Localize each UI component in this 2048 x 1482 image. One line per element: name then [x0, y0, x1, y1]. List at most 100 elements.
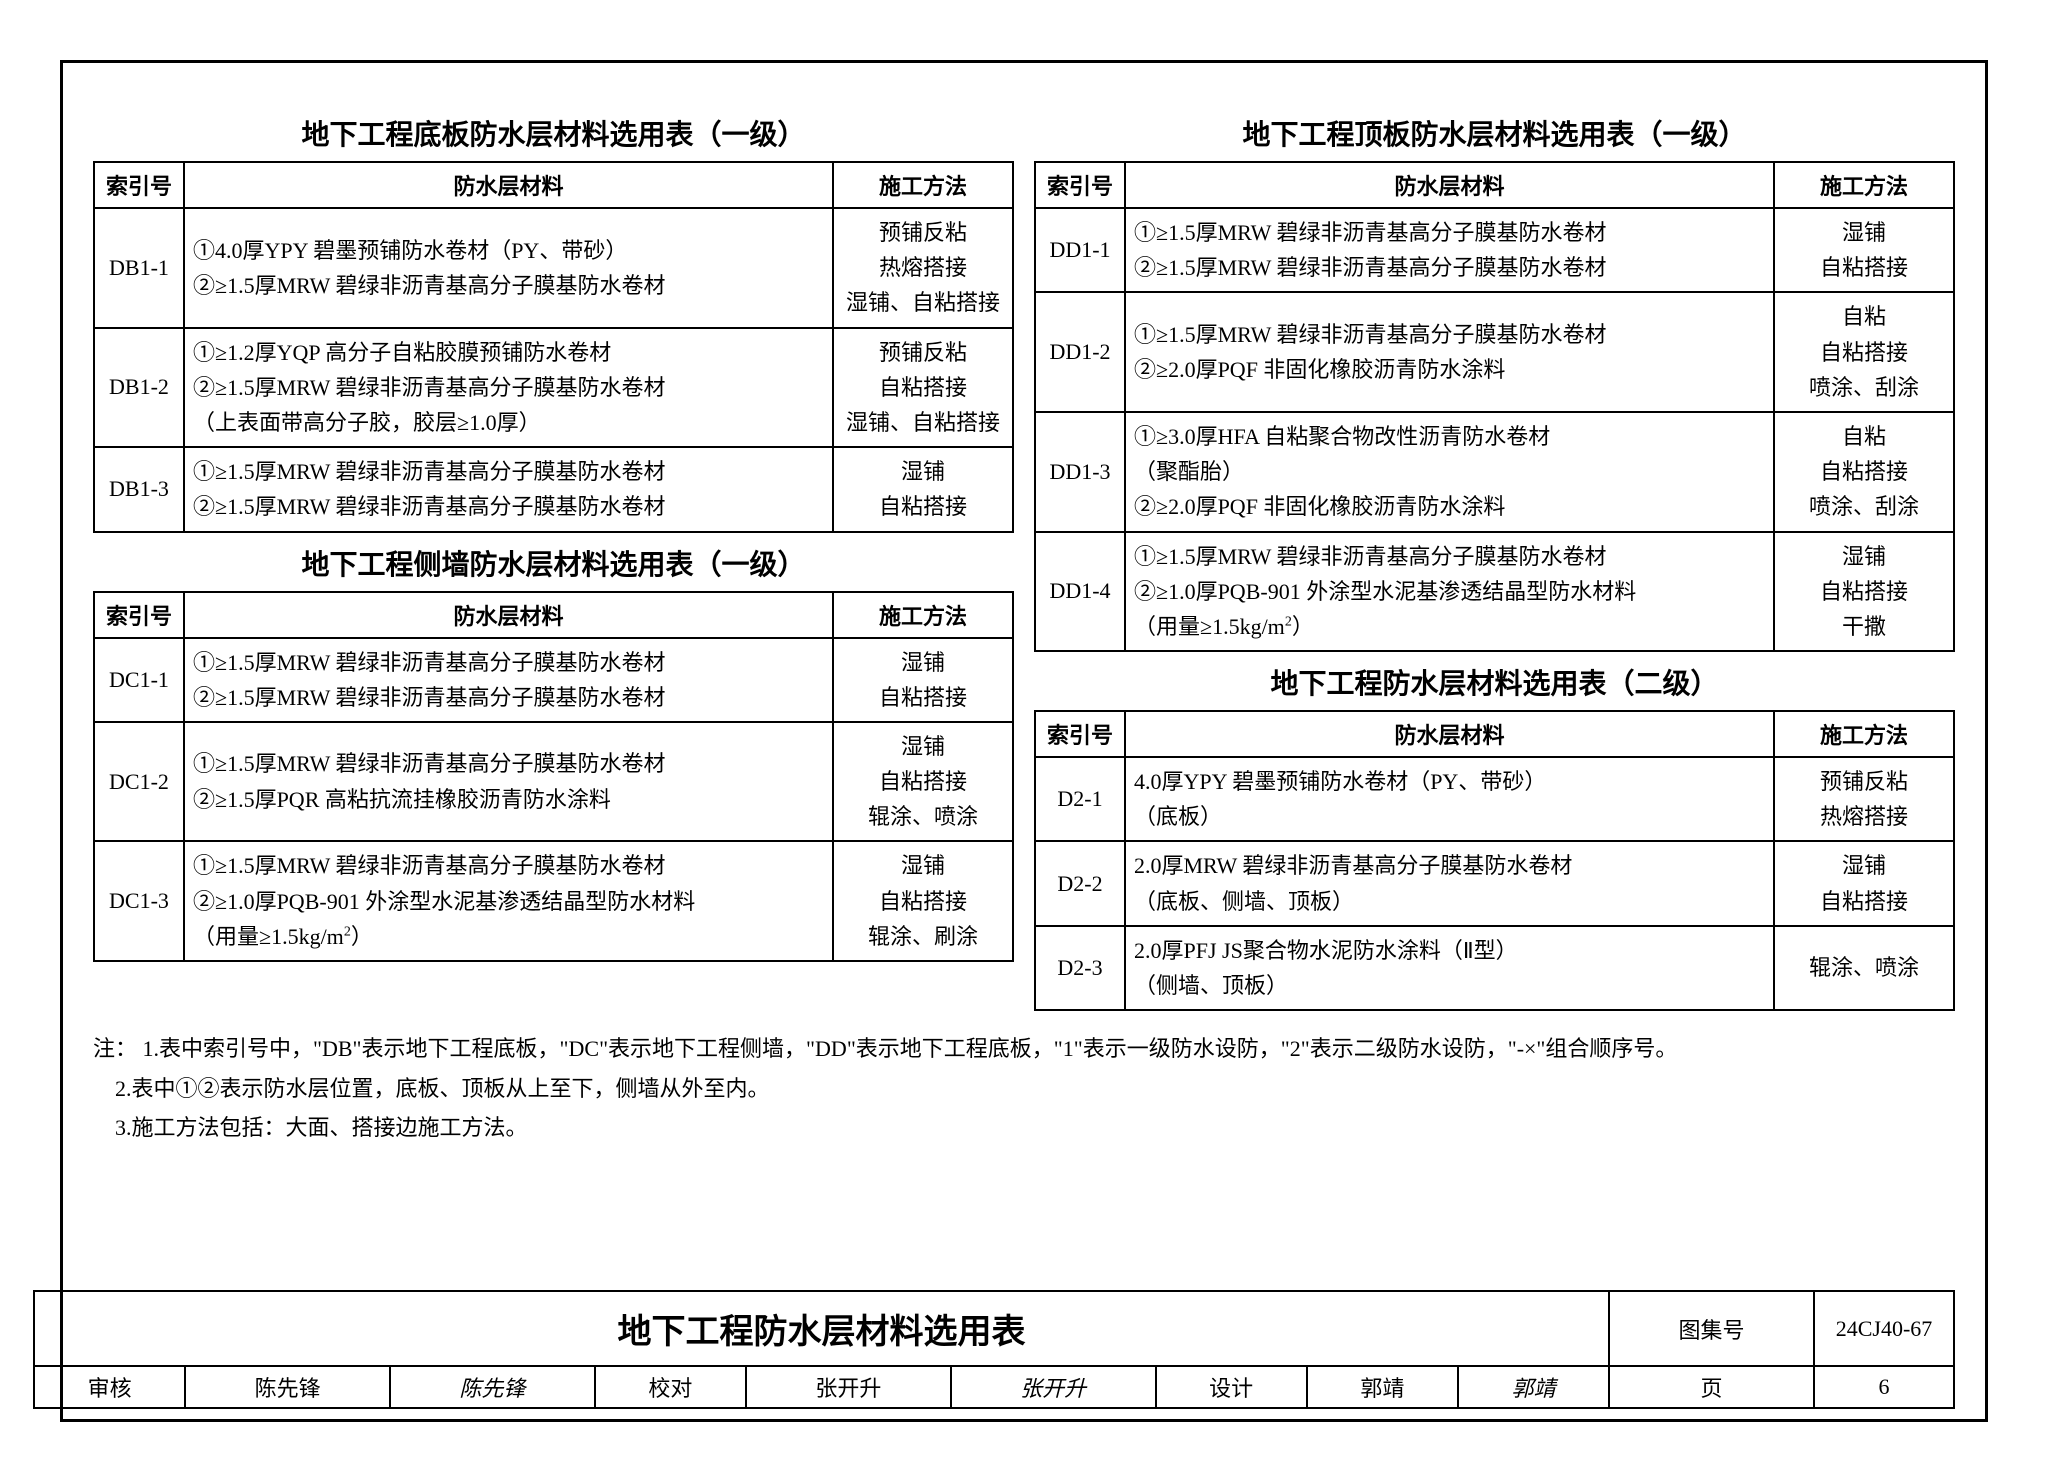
- cell-material: ①≥1.5厚MRW 碧绿非沥青基高分子膜基防水卷材②≥1.0厚PQB-901 外…: [1125, 532, 1774, 652]
- cell-method: 辊涂、喷涂: [1774, 926, 1954, 1010]
- table-header-row: 索引号 防水层材料 施工方法: [1035, 162, 1954, 208]
- cell-idx: DC1-2: [94, 722, 184, 842]
- cell-method: 预铺反粘热熔搭接: [1774, 757, 1954, 841]
- cell-idx: DC1-1: [94, 638, 184, 722]
- table-row: DC1-2 ①≥1.5厚MRW 碧绿非沥青基高分子膜基防水卷材②≥1.5厚PQR…: [94, 722, 1013, 842]
- cell-method: 湿铺自粘搭接: [833, 638, 1013, 722]
- header-method: 施工方法: [1774, 711, 1954, 757]
- cell-method: 湿铺自粘搭接: [1774, 841, 1954, 925]
- proof-name: 张开升: [746, 1366, 951, 1408]
- notes-item: 1.表中索引号中，"DB"表示地下工程底板，"DC"表示地下工程侧墙，"DD"表…: [143, 1036, 1678, 1061]
- header-idx: 索引号: [1035, 162, 1125, 208]
- table-row: DD1-4 ①≥1.5厚MRW 碧绿非沥青基高分子膜基防水卷材②≥1.0厚PQB…: [1035, 532, 1954, 652]
- cell-idx: D2-2: [1035, 841, 1125, 925]
- cell-method: 预铺反粘自粘搭接湿铺、自粘搭接: [833, 328, 1013, 448]
- code-value: 24CJ40-67: [1814, 1291, 1954, 1366]
- cell-method: 自粘自粘搭接喷涂、刮涂: [1774, 412, 1954, 532]
- proof-signature: 张开升: [951, 1366, 1156, 1408]
- drawing-title: 地下工程防水层材料选用表: [34, 1291, 1609, 1366]
- review-label: 审核: [34, 1366, 185, 1408]
- table-db-title: 地下工程底板防水层材料选用表（一级）: [93, 113, 1014, 153]
- cell-idx: DD1-2: [1035, 292, 1125, 412]
- review-name: 陈先锋: [185, 1366, 390, 1408]
- cell-idx: D2-1: [1035, 757, 1125, 841]
- cell-material: ①≥1.2厚YQP 高分子自粘胶膜预铺防水卷材②≥1.5厚MRW 碧绿非沥青基高…: [184, 328, 833, 448]
- table-dd-title: 地下工程顶板防水层材料选用表（一级）: [1034, 113, 1955, 153]
- cell-method: 湿铺自粘搭接干撒: [1774, 532, 1954, 652]
- header-method: 施工方法: [833, 592, 1013, 638]
- table-d2: 索引号 防水层材料 施工方法 D2-1 4.0厚YPY 碧墨预铺防水卷材（PY、…: [1034, 710, 1955, 1011]
- header-method: 施工方法: [1774, 162, 1954, 208]
- table-row: DD1-3 ①≥3.0厚HFA 自粘聚合物改性沥青防水卷材（聚酯胎）②≥2.0厚…: [1035, 412, 1954, 532]
- cell-idx: DB1-2: [94, 328, 184, 448]
- cell-method: 预铺反粘热熔搭接湿铺、自粘搭接: [833, 208, 1013, 328]
- cell-material: ①≥1.5厚MRW 碧绿非沥青基高分子膜基防水卷材②≥1.5厚MRW 碧绿非沥青…: [184, 447, 833, 531]
- cell-method: 湿铺自粘搭接: [833, 447, 1013, 531]
- review-signature: 陈先锋: [390, 1366, 595, 1408]
- left-column: 地下工程底板防水层材料选用表（一级） 索引号 防水层材料 施工方法 DB1-1 …: [93, 103, 1014, 1011]
- table-row: DC1-1 ①≥1.5厚MRW 碧绿非沥青基高分子膜基防水卷材②≥1.5厚MRW…: [94, 638, 1013, 722]
- table-row: DD1-1 ①≥1.5厚MRW 碧绿非沥青基高分子膜基防水卷材②≥1.5厚MRW…: [1035, 208, 1954, 292]
- cell-idx: DB1-3: [94, 447, 184, 531]
- cell-material: 4.0厚YPY 碧墨预铺防水卷材（PY、带砂）（底板）: [1125, 757, 1774, 841]
- header-material: 防水层材料: [184, 592, 833, 638]
- cell-idx: DB1-1: [94, 208, 184, 328]
- page-label: 页: [1609, 1366, 1814, 1408]
- proof-label: 校对: [595, 1366, 746, 1408]
- header-idx: 索引号: [94, 592, 184, 638]
- table-row: D2-2 2.0厚MRW 碧绿非沥青基高分子膜基防水卷材（底板、侧墙、顶板） 湿…: [1035, 841, 1954, 925]
- table-dc: 索引号 防水层材料 施工方法 DC1-1 ①≥1.5厚MRW 碧绿非沥青基高分子…: [93, 591, 1014, 963]
- cell-material: ①≥1.5厚MRW 碧绿非沥青基高分子膜基防水卷材②≥1.5厚PQR 高粘抗流挂…: [184, 722, 833, 842]
- table-row: DB1-3 ①≥1.5厚MRW 碧绿非沥青基高分子膜基防水卷材②≥1.5厚MRW…: [94, 447, 1013, 531]
- header-material: 防水层材料: [1125, 711, 1774, 757]
- design-signature: 郭靖: [1458, 1366, 1609, 1408]
- table-header-row: 索引号 防水层材料 施工方法: [94, 592, 1013, 638]
- table-header-row: 索引号 防水层材料 施工方法: [94, 162, 1013, 208]
- notes-item: 3.施工方法包括：大面、搭接边施工方法。: [115, 1115, 528, 1140]
- cell-material: 2.0厚PFJ JS聚合物水泥防水涂料（Ⅱ型）（侧墙、顶板）: [1125, 926, 1774, 1010]
- cell-material: ①≥1.5厚MRW 碧绿非沥青基高分子膜基防水卷材②≥1.0厚PQB-901 外…: [184, 841, 833, 961]
- cell-material: ①≥1.5厚MRW 碧绿非沥青基高分子膜基防水卷材②≥2.0厚PQF 非固化橡胶…: [1125, 292, 1774, 412]
- cell-idx: DC1-3: [94, 841, 184, 961]
- title-block: 地下工程防水层材料选用表 图集号 24CJ40-67 审核 陈先锋 陈先锋 校对…: [33, 1290, 1955, 1409]
- table-dd: 索引号 防水层材料 施工方法 DD1-1 ①≥1.5厚MRW 碧绿非沥青基高分子…: [1034, 161, 1955, 652]
- page-value: 6: [1814, 1366, 1954, 1408]
- header-material: 防水层材料: [1125, 162, 1774, 208]
- cell-material: ①≥1.5厚MRW 碧绿非沥青基高分子膜基防水卷材②≥1.5厚MRW 碧绿非沥青…: [1125, 208, 1774, 292]
- table-row: DC1-3 ①≥1.5厚MRW 碧绿非沥青基高分子膜基防水卷材②≥1.0厚PQB…: [94, 841, 1013, 961]
- table-row: DB1-1 ①4.0厚YPY 碧墨预铺防水卷材（PY、带砂）②≥1.5厚MRW …: [94, 208, 1013, 328]
- table-row: DD1-2 ①≥1.5厚MRW 碧绿非沥青基高分子膜基防水卷材②≥2.0厚PQF…: [1035, 292, 1954, 412]
- two-column-layout: 地下工程底板防水层材料选用表（一级） 索引号 防水层材料 施工方法 DB1-1 …: [93, 103, 1955, 1011]
- cell-method: 湿铺自粘搭接辊涂、刷涂: [833, 841, 1013, 961]
- cell-material: ①4.0厚YPY 碧墨预铺防水卷材（PY、带砂）②≥1.5厚MRW 碧绿非沥青基…: [184, 208, 833, 328]
- page-frame: 地下工程底板防水层材料选用表（一级） 索引号 防水层材料 施工方法 DB1-1 …: [60, 60, 1988, 1422]
- design-name: 郭靖: [1307, 1366, 1458, 1408]
- notes-prefix: 注：: [93, 1036, 137, 1061]
- header-method: 施工方法: [833, 162, 1013, 208]
- cell-idx: DD1-4: [1035, 532, 1125, 652]
- header-material: 防水层材料: [184, 162, 833, 208]
- notes-section: 注： 1.表中索引号中，"DB"表示地下工程底板，"DC"表示地下工程侧墙，"D…: [93, 1029, 1955, 1148]
- table-d2-title: 地下工程防水层材料选用表（二级）: [1034, 662, 1955, 702]
- cell-idx: DD1-3: [1035, 412, 1125, 532]
- header-idx: 索引号: [94, 162, 184, 208]
- cell-idx: DD1-1: [1035, 208, 1125, 292]
- cell-idx: D2-3: [1035, 926, 1125, 1010]
- cell-method: 自粘自粘搭接喷涂、刮涂: [1774, 292, 1954, 412]
- header-idx: 索引号: [1035, 711, 1125, 757]
- cell-material: ①≥3.0厚HFA 自粘聚合物改性沥青防水卷材（聚酯胎）②≥2.0厚PQF 非固…: [1125, 412, 1774, 532]
- cell-method: 湿铺自粘搭接辊涂、喷涂: [833, 722, 1013, 842]
- design-label: 设计: [1156, 1366, 1307, 1408]
- cell-method: 湿铺自粘搭接: [1774, 208, 1954, 292]
- cell-material: 2.0厚MRW 碧绿非沥青基高分子膜基防水卷材（底板、侧墙、顶板）: [1125, 841, 1774, 925]
- cell-material: ①≥1.5厚MRW 碧绿非沥青基高分子膜基防水卷材②≥1.5厚MRW 碧绿非沥青…: [184, 638, 833, 722]
- table-row: D2-1 4.0厚YPY 碧墨预铺防水卷材（PY、带砂）（底板） 预铺反粘热熔搭…: [1035, 757, 1954, 841]
- table-row: D2-3 2.0厚PFJ JS聚合物水泥防水涂料（Ⅱ型）（侧墙、顶板） 辊涂、喷…: [1035, 926, 1954, 1010]
- table-db: 索引号 防水层材料 施工方法 DB1-1 ①4.0厚YPY 碧墨预铺防水卷材（P…: [93, 161, 1014, 533]
- notes-item: 2.表中①②表示防水层位置，底板、顶板从上至下，侧墙从外至内。: [115, 1076, 770, 1101]
- table-row: DB1-2 ①≥1.2厚YQP 高分子自粘胶膜预铺防水卷材②≥1.5厚MRW 碧…: [94, 328, 1013, 448]
- table-dc-title: 地下工程侧墙防水层材料选用表（一级）: [93, 543, 1014, 583]
- code-label: 图集号: [1609, 1291, 1814, 1366]
- right-column: 地下工程顶板防水层材料选用表（一级） 索引号 防水层材料 施工方法 DD1-1 …: [1034, 103, 1955, 1011]
- table-header-row: 索引号 防水层材料 施工方法: [1035, 711, 1954, 757]
